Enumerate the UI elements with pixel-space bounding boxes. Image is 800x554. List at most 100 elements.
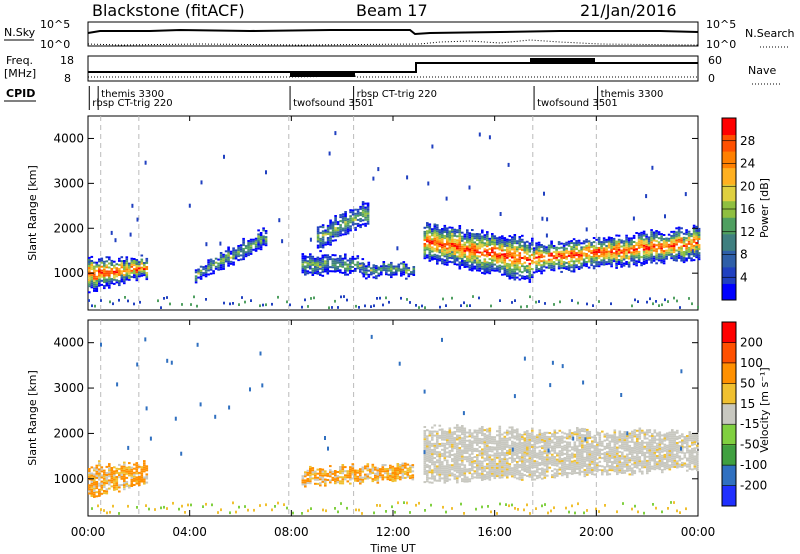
- echo-cell: [423, 442, 427, 445]
- echo-cell: [401, 474, 405, 477]
- echo-cell: [625, 244, 628, 247]
- echo-cell: [468, 260, 472, 263]
- echo-cell: [615, 252, 618, 255]
- echo-cell: [561, 462, 564, 465]
- echo-cell: [428, 454, 432, 457]
- echo-cell: [458, 449, 462, 451]
- echo-cell: [426, 470, 429, 472]
- echo-cell: [443, 453, 447, 455]
- echo-cell: [354, 267, 357, 270]
- echo-cell: [568, 449, 572, 452]
- echo-cell: [607, 238, 611, 241]
- echo-cell: [93, 485, 96, 488]
- echo-cell: [483, 469, 487, 472]
- echo-cell: [135, 277, 139, 280]
- echo-cell: [361, 203, 365, 206]
- echo-cell: [621, 445, 624, 448]
- echo-cell: [406, 463, 410, 466]
- echo-cell: [463, 245, 467, 248]
- echo-cell: [451, 468, 454, 471]
- echo-cell: [531, 478, 534, 481]
- echo-cell: [476, 454, 479, 457]
- echo-cell: [93, 469, 96, 472]
- echo-cell: [95, 472, 99, 475]
- echo-cell: [586, 431, 589, 433]
- echo-cell: [618, 440, 622, 443]
- echo-cell: [498, 444, 502, 447]
- echo-cell: [567, 265, 571, 267]
- echo-cell: [651, 447, 654, 450]
- echo-cell: [578, 449, 582, 451]
- echo-cell: [354, 228, 357, 231]
- echo-cell: [557, 265, 561, 268]
- echo-cell: [145, 276, 149, 279]
- echo-cell: [528, 445, 532, 448]
- echo-cell: [125, 466, 129, 469]
- echo-cell: [409, 464, 412, 467]
- echo-cell: [473, 437, 477, 440]
- echo-cell: [346, 273, 350, 276]
- echo-cell: [486, 475, 489, 478]
- echo-cell: [386, 478, 390, 481]
- echo-cell: [695, 256, 698, 259]
- echo-cell: [304, 257, 307, 260]
- echo-cell: [608, 456, 612, 459]
- echo-cell: [665, 251, 668, 254]
- echo-cell: [115, 281, 119, 284]
- echo-cell: [110, 278, 114, 281]
- echo-cell: [675, 253, 678, 256]
- echo-cell: [371, 463, 375, 466]
- echo-cell: [586, 463, 589, 466]
- echo-cell: [498, 244, 502, 247]
- echo-cell: [511, 240, 514, 243]
- nsky-label: N.Sky: [4, 26, 36, 39]
- echo-cell: [635, 264, 638, 267]
- echo-cell: [598, 432, 602, 435]
- echo-cell: [259, 244, 263, 247]
- echo-cell: [446, 439, 449, 442]
- echo-cell: [603, 456, 607, 458]
- echo-cell: [593, 449, 597, 452]
- echo-cell: [697, 258, 701, 261]
- echo-cell: [366, 467, 370, 470]
- echo-cell: [461, 463, 464, 466]
- echo-cell: [600, 263, 603, 266]
- echo-cell: [458, 231, 462, 234]
- echo-cell: [438, 249, 442, 252]
- echo-cell: [133, 463, 136, 466]
- echo-cell: [531, 476, 534, 479]
- echo-cell: [105, 472, 109, 474]
- echo-cell: [441, 467, 444, 470]
- echo-cell: [366, 214, 370, 217]
- echo-cell: [334, 258, 337, 261]
- echo-cell: [602, 253, 606, 256]
- echo-cell: [128, 268, 131, 271]
- echo-cell: [646, 462, 649, 464]
- echo-cell: [640, 233, 643, 236]
- echo-cell: [128, 486, 131, 489]
- echo-cell: [526, 246, 529, 249]
- echo-cell: [488, 433, 492, 436]
- echo-cell: [553, 474, 557, 477]
- echo-cell: [572, 260, 576, 263]
- echo-cell: [587, 240, 591, 243]
- echo-cell: [592, 237, 596, 239]
- echo-cell: [513, 449, 517, 452]
- echo-cell: [610, 261, 613, 264]
- echo-cell: [423, 468, 427, 471]
- echo-cell: [451, 234, 454, 237]
- echo-cell: [528, 475, 532, 478]
- echo-cell: [526, 458, 529, 461]
- echo-cell: [568, 435, 572, 438]
- echo-cell: [428, 448, 432, 451]
- echo-cell: [581, 450, 584, 453]
- echo-cell: [643, 460, 647, 463]
- echo-cell: [537, 261, 541, 264]
- echo-cell: [632, 247, 636, 249]
- echo-cell: [433, 424, 437, 427]
- ground-scatter-cell: [334, 299, 336, 303]
- echo-cell: [384, 470, 387, 473]
- echo-cell: [336, 227, 340, 230]
- echo-cell: [486, 249, 489, 252]
- echo-cell: [354, 269, 357, 272]
